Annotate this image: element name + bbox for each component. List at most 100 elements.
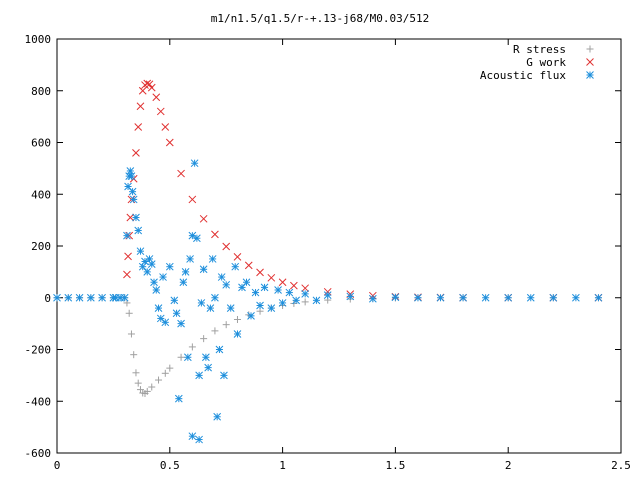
data-point bbox=[150, 278, 158, 287]
y-tick-label: -400 bbox=[25, 395, 52, 408]
series-acoustic-flux bbox=[53, 159, 603, 444]
data-point bbox=[301, 284, 310, 293]
data-point bbox=[132, 213, 140, 222]
data-point bbox=[217, 273, 226, 281]
data-point bbox=[134, 226, 143, 235]
data-point bbox=[129, 195, 138, 204]
data-point bbox=[244, 261, 253, 270]
data-point bbox=[188, 343, 196, 351]
data-point bbox=[148, 383, 156, 391]
data-point bbox=[177, 319, 185, 328]
x-tick-label: 2.5 bbox=[611, 459, 631, 472]
data-point bbox=[177, 353, 185, 361]
data-point bbox=[188, 432, 197, 441]
data-point bbox=[64, 293, 73, 302]
x-tick-label: 1.5 bbox=[385, 459, 405, 472]
data-point bbox=[346, 292, 355, 301]
data-point bbox=[186, 255, 194, 263]
data-point bbox=[233, 315, 241, 323]
plot-frame bbox=[56, 38, 622, 454]
x-tick-label: 0.5 bbox=[160, 459, 180, 472]
data-point bbox=[127, 330, 135, 338]
data-point bbox=[267, 304, 276, 312]
data-point bbox=[177, 169, 185, 178]
data-point bbox=[199, 265, 208, 274]
data-point bbox=[126, 167, 135, 175]
data-point bbox=[143, 268, 152, 276]
data-point bbox=[132, 148, 140, 157]
y-tick-label: 800 bbox=[31, 85, 51, 98]
data-point bbox=[161, 369, 169, 377]
data-point bbox=[247, 312, 255, 320]
data-point bbox=[301, 290, 310, 298]
data-point bbox=[123, 231, 131, 240]
series-g-work bbox=[123, 79, 603, 302]
data-point bbox=[481, 293, 490, 302]
data-point bbox=[549, 293, 558, 302]
data-point bbox=[211, 327, 219, 335]
data-point bbox=[134, 123, 143, 131]
y-tick-label: 400 bbox=[31, 188, 51, 201]
data-point bbox=[123, 270, 131, 279]
legend-label: G work bbox=[526, 56, 566, 69]
data-point bbox=[200, 335, 208, 343]
data-point bbox=[242, 278, 251, 287]
data-point bbox=[132, 369, 140, 377]
chart-title: m1/n1.5/q1.5/r-+.13-j68/M0.03/512 bbox=[211, 12, 430, 25]
data-point bbox=[152, 93, 161, 102]
data-point bbox=[161, 123, 170, 131]
data-point bbox=[206, 304, 215, 312]
data-point bbox=[204, 363, 213, 372]
data-point bbox=[211, 230, 219, 239]
y-tick-label: 200 bbox=[31, 240, 51, 253]
y-tick-label: 600 bbox=[31, 137, 51, 150]
data-point bbox=[222, 321, 230, 329]
data-point bbox=[136, 102, 145, 111]
data-point bbox=[256, 301, 264, 310]
data-point bbox=[199, 214, 208, 223]
data-point bbox=[183, 353, 192, 362]
data-point bbox=[202, 353, 210, 362]
x-tick-label: 0 bbox=[54, 459, 61, 472]
data-point bbox=[312, 296, 321, 305]
data-point bbox=[222, 280, 231, 289]
data-point bbox=[251, 288, 260, 297]
data-point bbox=[136, 247, 145, 256]
data-point bbox=[220, 371, 228, 380]
data-point bbox=[98, 293, 106, 302]
data-point bbox=[147, 260, 156, 268]
legend-marker bbox=[586, 58, 594, 66]
data-point bbox=[53, 293, 61, 302]
data-point bbox=[256, 268, 264, 277]
data-point bbox=[152, 286, 161, 294]
data-point bbox=[226, 304, 235, 312]
data-point bbox=[126, 213, 135, 222]
data-point bbox=[436, 293, 445, 302]
data-point bbox=[414, 293, 422, 302]
data-point bbox=[145, 80, 154, 89]
data-point bbox=[195, 371, 203, 380]
legend-label: Acoustic flux bbox=[480, 69, 566, 82]
data-point bbox=[292, 296, 300, 305]
data-point bbox=[208, 255, 217, 263]
data-point bbox=[572, 293, 580, 302]
data-point bbox=[368, 294, 377, 303]
y-tick-label: -200 bbox=[25, 344, 52, 357]
data-point bbox=[526, 293, 535, 302]
y-tick-label: 1000 bbox=[25, 33, 52, 46]
x-tick-label: 2 bbox=[505, 459, 512, 472]
data-point bbox=[127, 172, 136, 180]
data-point bbox=[170, 296, 179, 305]
data-point bbox=[75, 293, 84, 302]
data-point bbox=[231, 262, 240, 271]
data-point bbox=[138, 86, 147, 95]
axes: 0 0.5 1 1.5 2 2.5 -600 -400 -200 0 200 400 600 800 100… bbox=[25, 33, 631, 472]
legend-marker bbox=[586, 45, 594, 53]
data-point bbox=[128, 187, 137, 196]
data-point bbox=[459, 293, 467, 302]
data-point bbox=[594, 293, 603, 302]
data-point bbox=[195, 435, 203, 444]
data-point bbox=[130, 351, 138, 359]
